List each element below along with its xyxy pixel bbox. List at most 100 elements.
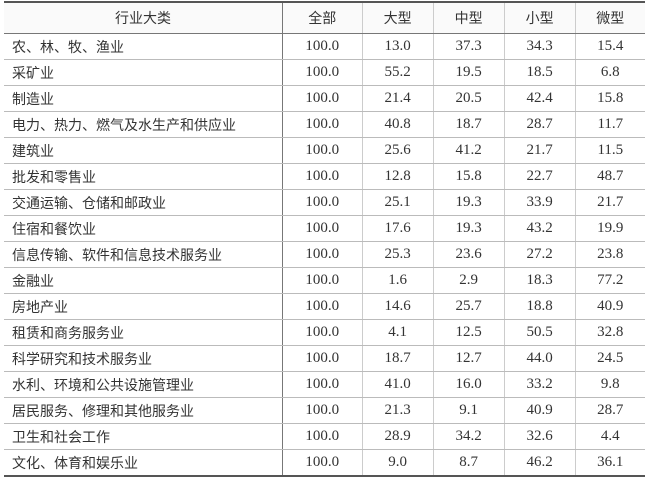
value-cell: 100.0 [282, 371, 363, 398]
value-cell: 25.6 [361, 137, 434, 164]
value-cell: 100.0 [282, 319, 363, 346]
value-cell: 9.8 [574, 371, 645, 398]
value-cell: 77.2 [574, 267, 645, 294]
value-cell: 100.0 [282, 59, 363, 86]
value-cell: 1.6 [361, 267, 434, 294]
value-cell: 11.7 [574, 111, 645, 138]
value-cell: 55.2 [361, 59, 434, 86]
value-cell: 33.2 [503, 371, 576, 398]
value-cell: 4.1 [361, 319, 434, 346]
industry-name-cell: 卫生和社会工作 [4, 423, 283, 450]
value-cell: 22.7 [503, 163, 576, 190]
value-cell: 100.0 [282, 111, 363, 138]
value-cell: 9.0 [361, 449, 434, 477]
table-row: 房地产业 100.0 14.6 25.7 18.8 40.9 [4, 293, 645, 320]
industry-name-cell: 电力、热力、燃气及水生产和供应业 [4, 111, 283, 138]
industry-name-cell: 住宿和餐饮业 [4, 215, 283, 242]
table-row: 制造业 100.0 21.4 20.5 42.4 15.8 [4, 85, 645, 112]
value-cell: 15.8 [574, 85, 645, 112]
value-cell: 40.8 [361, 111, 434, 138]
value-cell: 46.2 [503, 449, 576, 477]
value-cell: 6.8 [574, 59, 645, 86]
value-cell: 41.0 [361, 371, 434, 398]
column-header: 大型 [361, 1, 434, 34]
value-cell: 8.7 [432, 449, 505, 477]
table-row: 住宿和餐饮业 100.0 17.6 19.3 43.2 19.9 [4, 215, 645, 242]
value-cell: 14.6 [361, 293, 434, 320]
industry-name-cell: 制造业 [4, 85, 283, 112]
column-header: 行业大类 [4, 1, 283, 34]
value-cell: 19.3 [432, 215, 505, 242]
value-cell: 48.7 [574, 163, 645, 190]
column-header: 中型 [432, 1, 505, 34]
table-row: 卫生和社会工作 100.0 28.9 34.2 32.6 4.4 [4, 423, 645, 450]
value-cell: 23.8 [574, 241, 645, 268]
value-cell: 12.8 [361, 163, 434, 190]
table-row: 水利、环境和公共设施管理业 100.0 41.0 16.0 33.2 9.8 [4, 371, 645, 398]
value-cell: 19.5 [432, 59, 505, 86]
column-header: 小型 [503, 1, 576, 34]
value-cell: 21.4 [361, 85, 434, 112]
value-cell: 18.5 [503, 59, 576, 86]
value-cell: 18.3 [503, 267, 576, 294]
table-row: 科学研究和技术服务业 100.0 18.7 12.7 44.0 24.5 [4, 345, 645, 372]
value-cell: 21.7 [503, 137, 576, 164]
table-row: 电力、热力、燃气及水生产和供应业 100.0 40.8 18.7 28.7 11.7 [4, 111, 645, 138]
industry-size-table: 行业大类 全部 大型 中型 小型 微型 农、林、牧、渔业 100.0 13.0 37.3 34.3… [4, 1, 645, 477]
value-cell: 40.9 [574, 293, 645, 320]
value-cell: 2.9 [432, 267, 505, 294]
value-cell: 25.7 [432, 293, 505, 320]
value-cell: 36.1 [574, 449, 645, 477]
value-cell: 40.9 [503, 397, 576, 424]
value-cell: 15.8 [432, 163, 505, 190]
table-row: 建筑业 100.0 25.6 41.2 21.7 11.5 [4, 137, 645, 164]
table-row: 信息传输、软件和信息技术服务业 100.0 25.3 23.6 27.2 23.8 [4, 241, 645, 268]
value-cell: 100.0 [282, 267, 363, 294]
value-cell: 100.0 [282, 241, 363, 268]
industry-name-cell: 交通运输、仓储和邮政业 [4, 189, 283, 216]
value-cell: 21.7 [574, 189, 645, 216]
value-cell: 100.0 [282, 33, 363, 60]
value-cell: 27.2 [503, 241, 576, 268]
value-cell: 9.1 [432, 397, 505, 424]
industry-name-cell: 水利、环境和公共设施管理业 [4, 371, 283, 398]
industry-name-cell: 租赁和商务服务业 [4, 319, 283, 346]
value-cell: 100.0 [282, 85, 363, 112]
value-cell: 34.2 [432, 423, 505, 450]
value-cell: 32.6 [503, 423, 576, 450]
table-row: 租赁和商务服务业 100.0 4.1 12.5 50.5 32.8 [4, 319, 645, 346]
industry-name-cell: 金融业 [4, 267, 283, 294]
value-cell: 50.5 [503, 319, 576, 346]
value-cell: 16.0 [432, 371, 505, 398]
table-row: 金融业 100.0 1.6 2.9 18.3 77.2 [4, 267, 645, 294]
table-row: 农、林、牧、渔业 100.0 13.0 37.3 34.3 15.4 [4, 33, 645, 60]
value-cell: 19.9 [574, 215, 645, 242]
table-row: 批发和零售业 100.0 12.8 15.8 22.7 48.7 [4, 163, 645, 190]
value-cell: 12.5 [432, 319, 505, 346]
value-cell: 37.3 [432, 33, 505, 60]
value-cell: 100.0 [282, 397, 363, 424]
table-row: 交通运输、仓储和邮政业 100.0 25.1 19.3 33.9 21.7 [4, 189, 645, 216]
value-cell: 23.6 [432, 241, 505, 268]
value-cell: 18.7 [361, 345, 434, 372]
header-row: 行业大类 全部 大型 中型 小型 微型 [4, 1, 645, 34]
value-cell: 33.9 [503, 189, 576, 216]
industry-name-cell: 信息传输、软件和信息技术服务业 [4, 241, 283, 268]
value-cell: 24.5 [574, 345, 645, 372]
industry-name-cell: 建筑业 [4, 137, 283, 164]
value-cell: 32.8 [574, 319, 645, 346]
value-cell: 42.4 [503, 85, 576, 112]
table-row: 文化、体育和娱乐业 100.0 9.0 8.7 46.2 36.1 [4, 449, 645, 477]
value-cell: 100.0 [282, 423, 363, 450]
industry-name-cell: 采矿业 [4, 59, 283, 86]
value-cell: 100.0 [282, 345, 363, 372]
value-cell: 18.8 [503, 293, 576, 320]
value-cell: 20.5 [432, 85, 505, 112]
industry-name-cell: 居民服务、修理和其他服务业 [4, 397, 283, 424]
table-row: 居民服务、修理和其他服务业 100.0 21.3 9.1 40.9 28.7 [4, 397, 645, 424]
value-cell: 12.7 [432, 345, 505, 372]
column-header: 全部 [282, 1, 363, 34]
value-cell: 18.7 [432, 111, 505, 138]
table-row: 采矿业 100.0 55.2 19.5 18.5 6.8 [4, 59, 645, 86]
value-cell: 15.4 [574, 33, 645, 60]
